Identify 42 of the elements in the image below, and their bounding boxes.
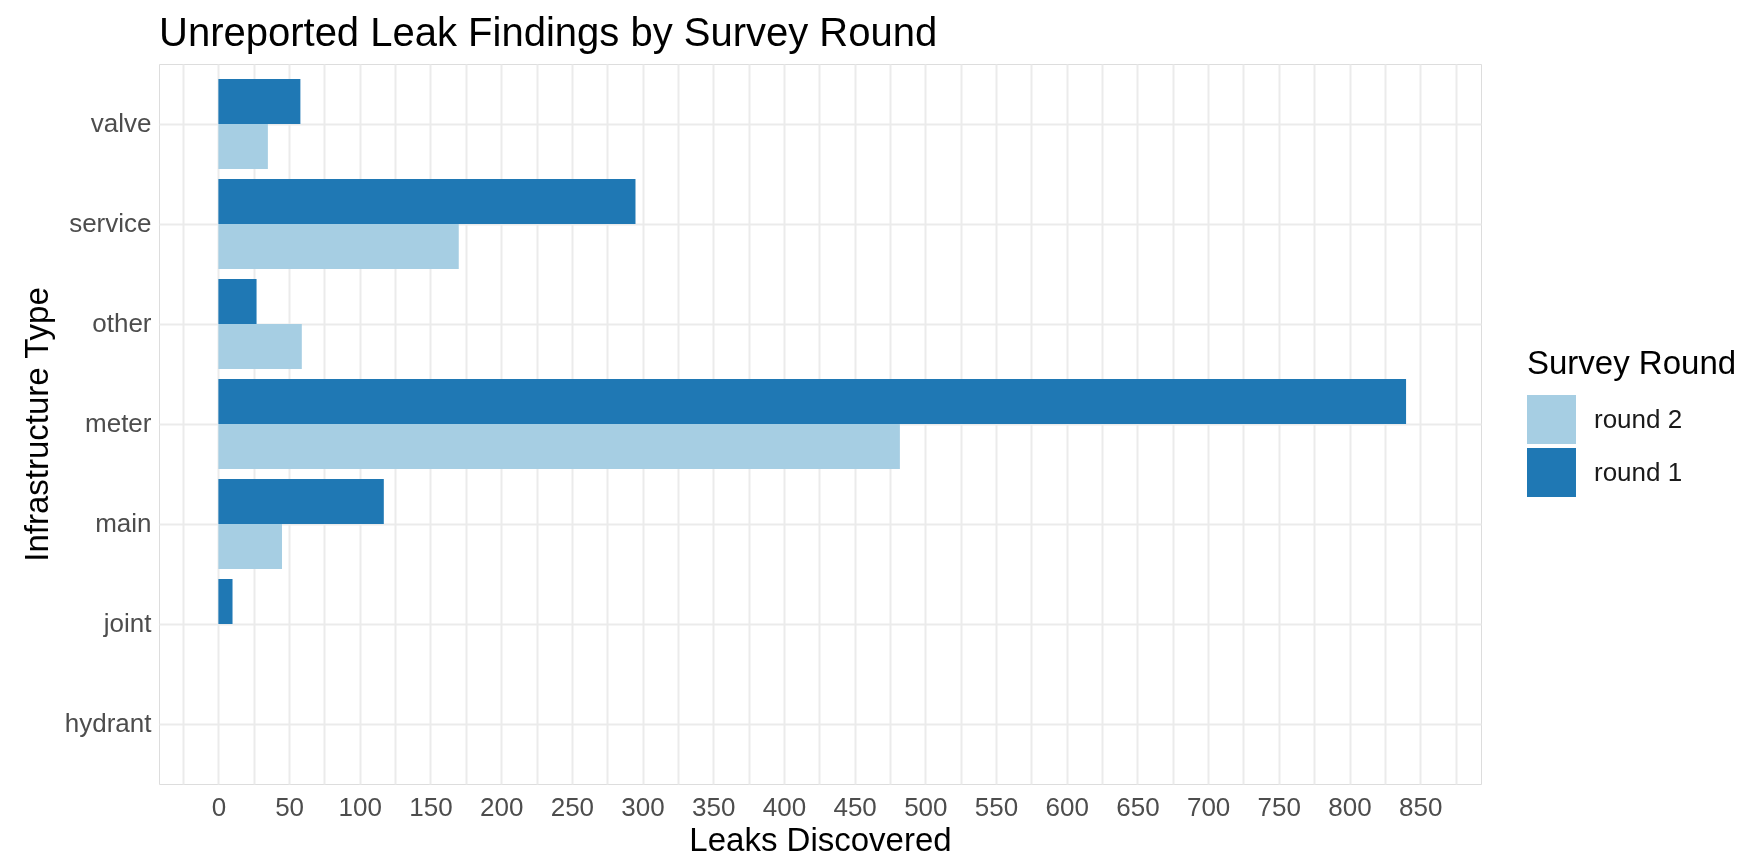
x-tick-label: 50 [275, 791, 305, 822]
x-tick-label: 600 [1045, 791, 1089, 822]
bar [218, 179, 636, 224]
bar [218, 324, 302, 369]
x-tick-label: 500 [904, 791, 948, 822]
bar [218, 424, 900, 469]
x-tick-label: 800 [1328, 791, 1372, 822]
x-tick-label: 850 [1399, 791, 1443, 822]
y-tick-label: meter [85, 408, 152, 438]
bar [218, 524, 283, 569]
bar [218, 579, 233, 624]
x-tick-label: 250 [550, 791, 595, 822]
y-tick-label: main [95, 508, 152, 538]
bar [218, 379, 1407, 424]
x-tick-label: 700 [1186, 791, 1231, 822]
y-axis-title: Infrastructure Type [17, 287, 55, 562]
x-tick-label: 400 [762, 791, 807, 822]
y-tick-label: service [69, 208, 152, 238]
x-tick-label: 350 [692, 791, 736, 822]
x-tick-label: 450 [833, 791, 877, 822]
bar [218, 79, 301, 124]
x-axis-title: Leaks Discovered [689, 820, 952, 858]
x-tick-label: 150 [409, 791, 453, 822]
legend-label: round 1 [1594, 456, 1683, 487]
x-tick-label: 100 [338, 791, 382, 822]
bar [218, 279, 257, 324]
y-tick-label: joint [102, 608, 153, 638]
bar [218, 479, 384, 524]
x-tick-label: 200 [479, 791, 524, 822]
x-tick-label: 300 [621, 791, 665, 822]
y-tick-label: hydrant [64, 708, 153, 738]
bar [218, 224, 459, 269]
x-tick-label: 750 [1257, 791, 1302, 822]
legend-title: Survey Round [1527, 344, 1737, 381]
legend-label: round 2 [1594, 403, 1683, 434]
y-tick-label: valve [90, 108, 152, 138]
x-tick-label: 0 [211, 791, 227, 822]
x-tick-label: 650 [1116, 791, 1160, 822]
bar [218, 124, 268, 169]
chart-title: Unreported Leak Findings by Survey Round [159, 10, 938, 54]
x-tick-label: 550 [974, 791, 1019, 822]
y-tick-label: other [92, 308, 152, 338]
